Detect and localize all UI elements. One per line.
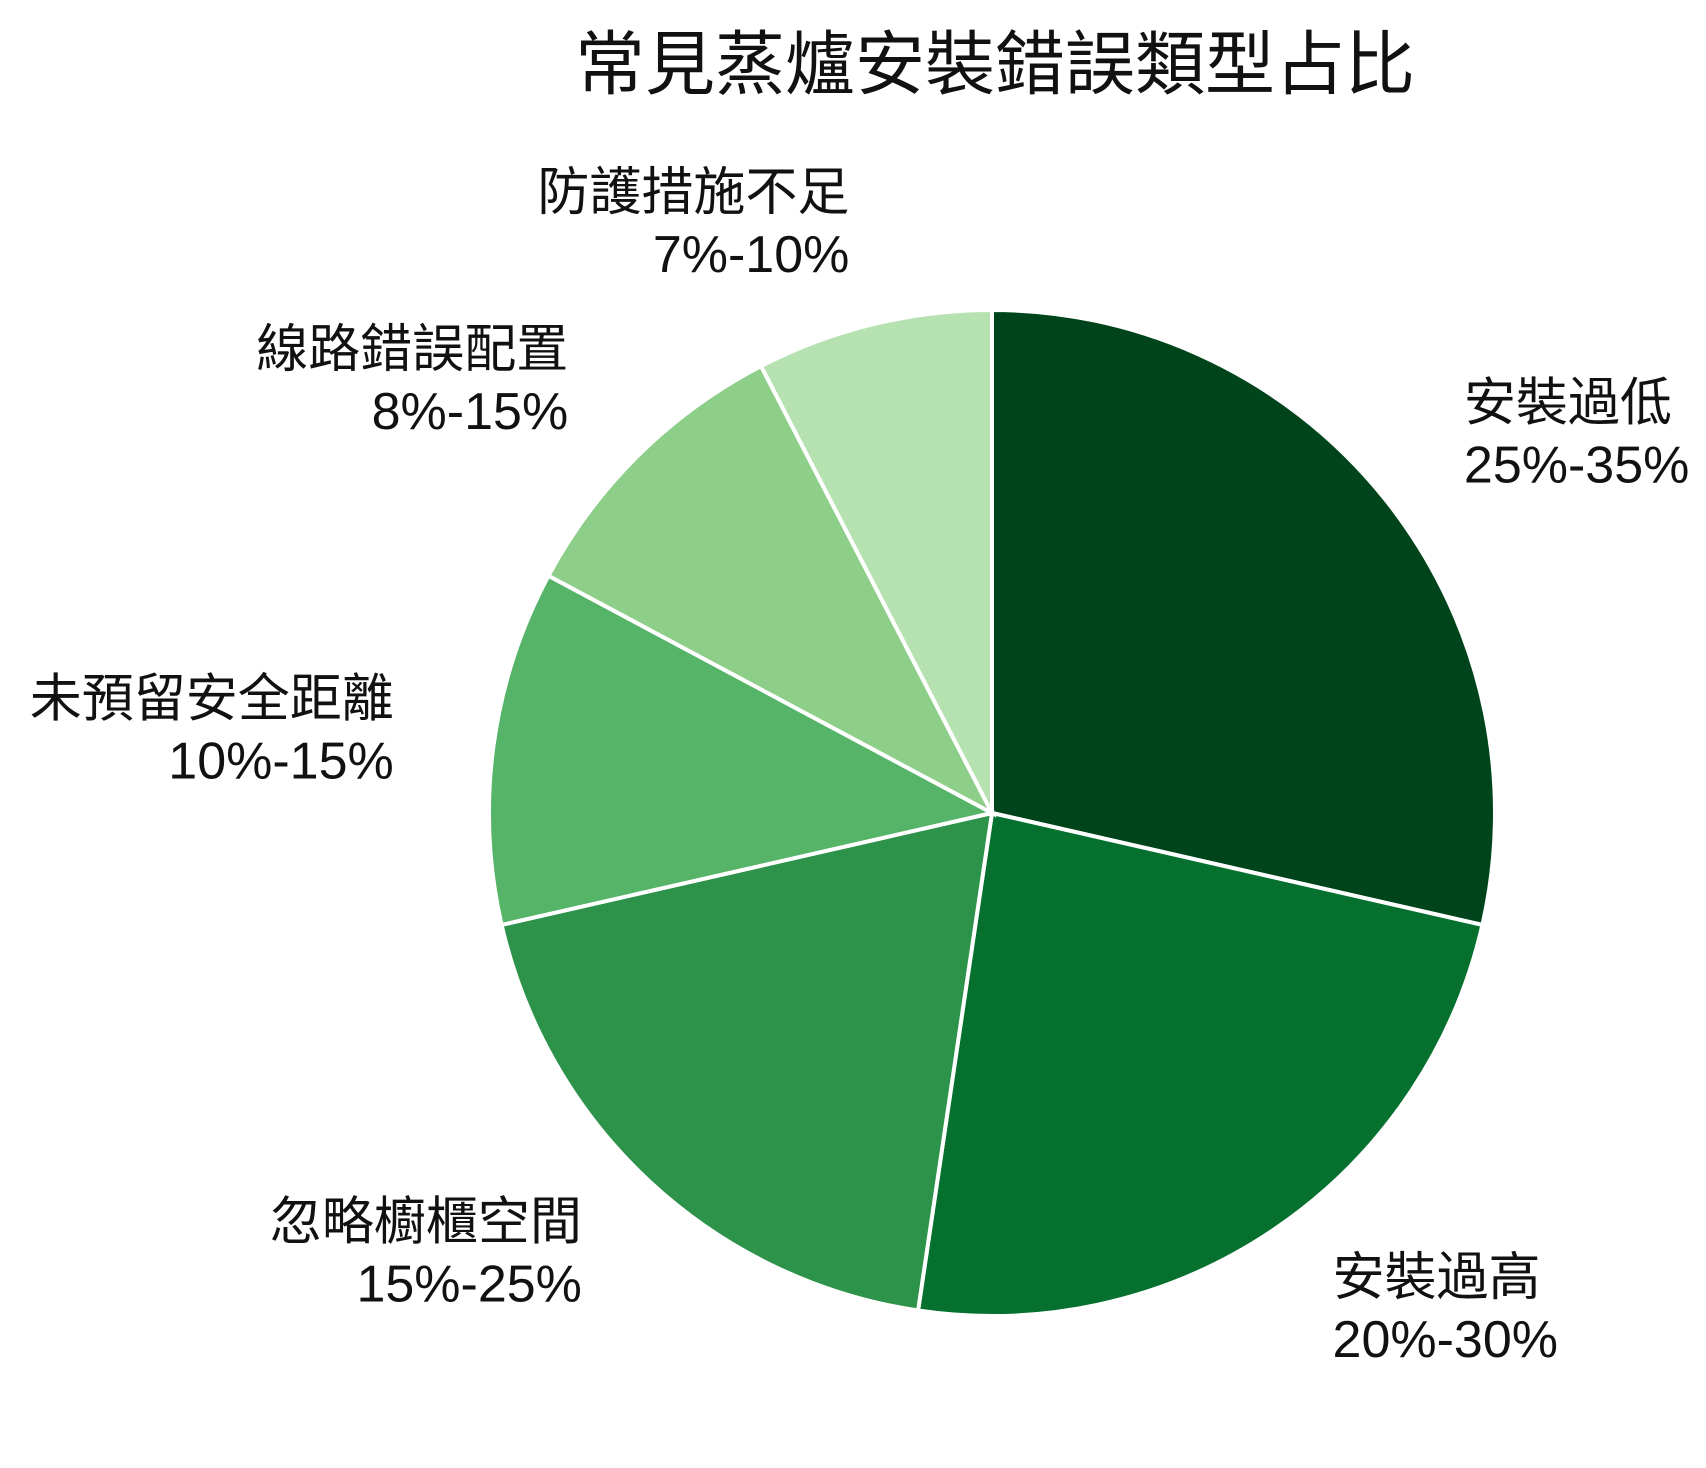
pie	[487, 307, 1497, 1319]
chart-title: 常見蒸爐安裝錯誤類型占比	[575, 25, 1415, 103]
slice-value-label: 25%-35%	[1464, 436, 1689, 494]
slice-label: 安裝過高	[1333, 1249, 1541, 1307]
pie-slice	[487, 573, 998, 928]
pie-slice	[758, 307, 994, 814]
pie-slice	[915, 810, 1485, 1319]
slice-value-label: 20%-30%	[1333, 1311, 1558, 1369]
slice-value-label: 10%-15%	[168, 732, 393, 790]
pie-slice	[990, 307, 1497, 928]
slice-value-label: 8%-15%	[372, 383, 569, 441]
pie-slice	[545, 363, 997, 818]
slice-label: 未預留安全距離	[30, 670, 394, 728]
slice-value-label: 15%-25%	[356, 1256, 581, 1314]
slice-label: 防護措施不足	[537, 164, 849, 222]
slice-label: 忽略櫥櫃空間	[270, 1194, 582, 1252]
slice-label: 線路錯誤配置	[256, 321, 568, 379]
slice-label: 安裝過低	[1464, 374, 1672, 432]
pie-slice	[499, 810, 995, 1313]
slice-value-label: 7%-10%	[653, 226, 850, 284]
